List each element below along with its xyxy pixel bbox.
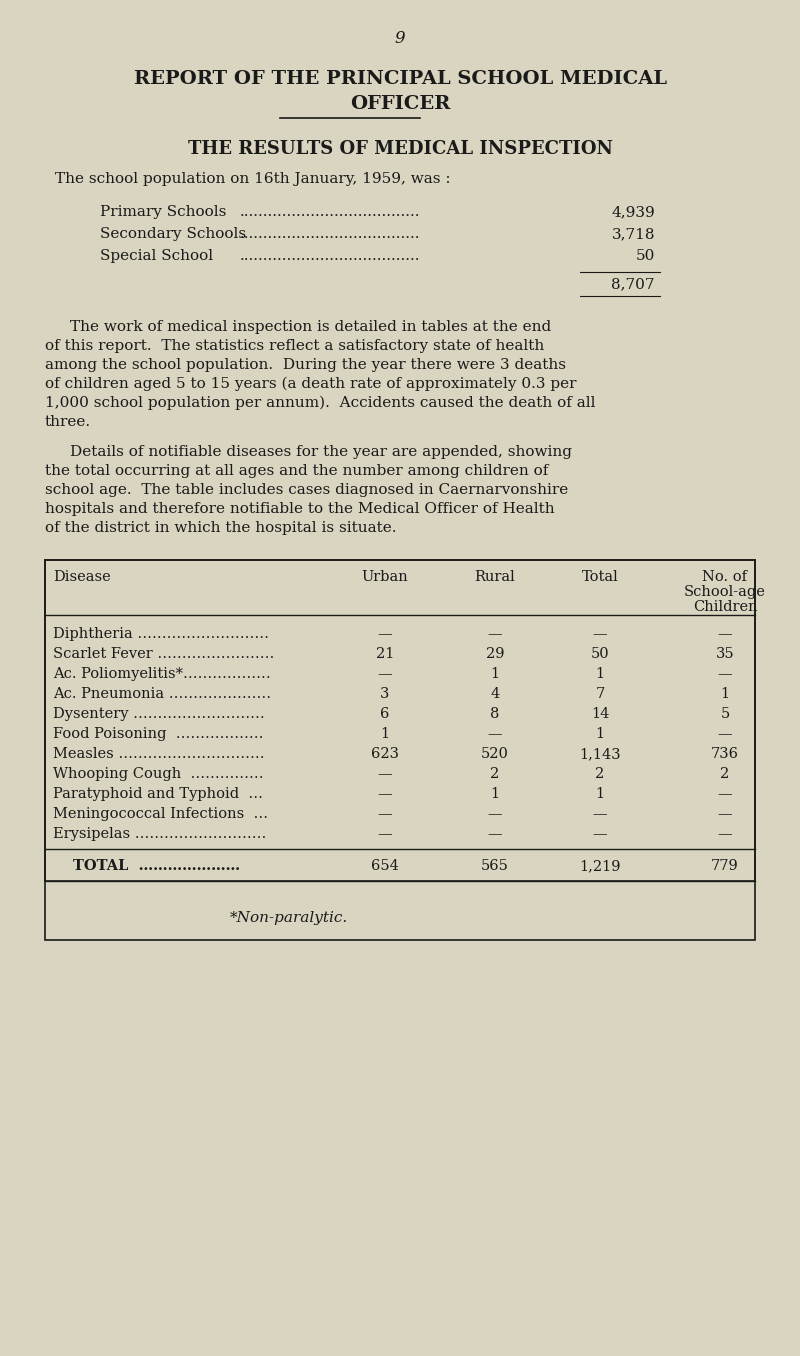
Text: 50: 50 <box>590 647 610 660</box>
Text: Ac. Poliomyelitis*………………: Ac. Poliomyelitis*……………… <box>53 667 270 681</box>
Text: the total occurring at all ages and the number among children of: the total occurring at all ages and the … <box>45 464 548 479</box>
Text: Meningococcal Infections  …: Meningococcal Infections … <box>53 807 268 820</box>
Text: —: — <box>378 786 392 801</box>
Text: 6: 6 <box>380 706 390 721</box>
Text: The school population on 16th January, 1959, was :: The school population on 16th January, 1… <box>55 172 450 186</box>
Text: Disease: Disease <box>53 570 110 584</box>
Text: —: — <box>718 807 732 820</box>
Text: 1,143: 1,143 <box>579 747 621 761</box>
Text: 8,707: 8,707 <box>611 277 655 292</box>
Text: of the district in which the hospital is situate.: of the district in which the hospital is… <box>45 521 397 536</box>
Text: Scarlet Fever ……………………: Scarlet Fever …………………… <box>53 647 274 660</box>
Text: Urban: Urban <box>362 570 408 584</box>
Text: 14: 14 <box>591 706 609 721</box>
Text: OFFICER: OFFICER <box>350 95 450 113</box>
Text: No. of: No. of <box>702 570 747 584</box>
Text: —: — <box>593 827 607 841</box>
Text: 7: 7 <box>595 687 605 701</box>
Text: 4,939: 4,939 <box>611 205 655 220</box>
Text: ......................................: ...................................... <box>240 250 421 263</box>
Text: 1: 1 <box>595 786 605 801</box>
Text: —: — <box>718 827 732 841</box>
Text: 50: 50 <box>636 250 655 263</box>
Text: among the school population.  During the year there were 3 deaths: among the school population. During the … <box>45 358 566 372</box>
Text: 1: 1 <box>595 667 605 681</box>
Text: Special School: Special School <box>100 250 213 263</box>
Text: of this report.  The statistics reflect a satisfactory state of health: of this report. The statistics reflect a… <box>45 339 544 353</box>
Text: Whooping Cough  ……………: Whooping Cough …………… <box>53 767 264 781</box>
Text: TOTAL  …………………: TOTAL ………………… <box>73 858 240 873</box>
Text: THE RESULTS OF MEDICAL INSPECTION: THE RESULTS OF MEDICAL INSPECTION <box>187 140 613 159</box>
Text: 654: 654 <box>371 858 399 873</box>
Text: Food Poisoning  ………………: Food Poisoning ……………… <box>53 727 263 740</box>
Text: 1,000 school population per annum).  Accidents caused the death of all: 1,000 school population per annum). Acci… <box>45 396 595 411</box>
Text: —: — <box>488 727 502 740</box>
Text: —: — <box>718 786 732 801</box>
Text: Total: Total <box>582 570 618 584</box>
Text: —: — <box>488 626 502 641</box>
Text: —: — <box>593 626 607 641</box>
Text: 565: 565 <box>481 858 509 873</box>
Text: ......................................: ...................................... <box>240 205 421 220</box>
Text: Measles …………………………: Measles ………………………… <box>53 747 265 761</box>
Text: —: — <box>488 807 502 820</box>
Text: Erysipelas ………………………: Erysipelas ……………………… <box>53 827 266 841</box>
Text: 1: 1 <box>490 667 499 681</box>
Text: hospitals and therefore notifiable to the Medical Officer of Health: hospitals and therefore notifiable to th… <box>45 502 554 517</box>
Text: 5: 5 <box>720 706 730 721</box>
Text: 779: 779 <box>711 858 739 873</box>
Text: ......................................: ...................................... <box>240 226 421 241</box>
Text: School-age: School-age <box>684 584 766 599</box>
Text: Primary Schools: Primary Schools <box>100 205 226 220</box>
Text: *Non-paralytic.: *Non-paralytic. <box>230 911 348 925</box>
Text: Diphtheria ………………………: Diphtheria ……………………… <box>53 626 269 641</box>
Text: —: — <box>718 667 732 681</box>
Text: Paratyphoid and Typhoid  …: Paratyphoid and Typhoid … <box>53 786 263 801</box>
Text: 3,718: 3,718 <box>611 226 655 241</box>
Text: 35: 35 <box>716 647 734 660</box>
Text: 2: 2 <box>720 767 730 781</box>
Text: Rural: Rural <box>474 570 515 584</box>
Text: 2: 2 <box>490 767 500 781</box>
Text: —: — <box>378 626 392 641</box>
Text: 736: 736 <box>711 747 739 761</box>
Text: 520: 520 <box>481 747 509 761</box>
Text: —: — <box>378 827 392 841</box>
Text: —: — <box>718 626 732 641</box>
Text: school age.  The table includes cases diagnosed in Caernarvonshire: school age. The table includes cases dia… <box>45 483 568 498</box>
Bar <box>45 560 755 940</box>
Text: 21: 21 <box>376 647 394 660</box>
Text: 1,219: 1,219 <box>579 858 621 873</box>
Text: 9: 9 <box>394 30 406 47</box>
Text: —: — <box>718 727 732 740</box>
Text: three.: three. <box>45 415 91 428</box>
Text: —: — <box>378 807 392 820</box>
Text: Dysentery ………………………: Dysentery ……………………… <box>53 706 265 721</box>
Text: Details of notifiable diseases for the year are appended, showing: Details of notifiable diseases for the y… <box>70 445 572 458</box>
Text: 1: 1 <box>490 786 499 801</box>
Text: —: — <box>378 667 392 681</box>
Text: of children aged 5 to 15 years (a death rate of approximately 0.3 per: of children aged 5 to 15 years (a death … <box>45 377 577 392</box>
Text: 8: 8 <box>490 706 500 721</box>
Text: 4: 4 <box>490 687 500 701</box>
Bar <box>45 560 755 881</box>
Text: 29: 29 <box>486 647 504 660</box>
Text: The work of medical inspection is detailed in tables at the end: The work of medical inspection is detail… <box>70 320 551 334</box>
Text: 3: 3 <box>380 687 390 701</box>
Text: REPORT OF THE PRINCIPAL SCHOOL MEDICAL: REPORT OF THE PRINCIPAL SCHOOL MEDICAL <box>134 71 666 88</box>
Text: 1: 1 <box>381 727 390 740</box>
Text: Ac. Pneumonia …………………: Ac. Pneumonia ………………… <box>53 687 271 701</box>
Text: 2: 2 <box>595 767 605 781</box>
Text: 623: 623 <box>371 747 399 761</box>
Text: —: — <box>378 767 392 781</box>
Text: —: — <box>488 827 502 841</box>
Text: Children: Children <box>693 599 758 614</box>
Text: Secondary Schools: Secondary Schools <box>100 226 246 241</box>
Text: —: — <box>593 807 607 820</box>
Text: 1: 1 <box>595 727 605 740</box>
Text: 1: 1 <box>721 687 730 701</box>
